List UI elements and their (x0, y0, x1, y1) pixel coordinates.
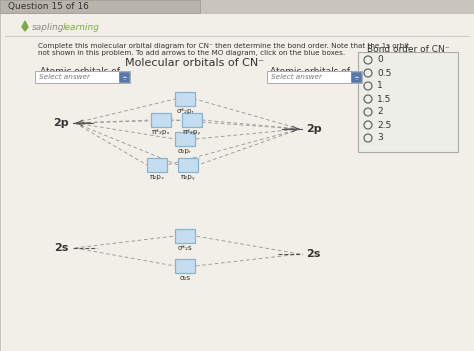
Text: Atomic orbitals of: Atomic orbitals of (40, 67, 120, 77)
FancyBboxPatch shape (35, 71, 130, 83)
Text: Bond order of CN⁻: Bond order of CN⁻ (367, 45, 449, 53)
FancyBboxPatch shape (119, 72, 129, 82)
FancyBboxPatch shape (178, 158, 198, 172)
Text: Complete this molecular orbital diagram for CN⁻ then determine the bond order. N: Complete this molecular orbital diagram … (38, 43, 409, 49)
FancyBboxPatch shape (351, 72, 361, 82)
Text: π*₂pₓ: π*₂pₓ (152, 129, 170, 135)
FancyBboxPatch shape (358, 52, 458, 152)
FancyBboxPatch shape (0, 13, 474, 351)
FancyBboxPatch shape (175, 132, 195, 146)
Text: ÷: ÷ (353, 74, 359, 80)
Text: 3: 3 (377, 133, 383, 143)
Text: σ*₂s: σ*₂s (178, 245, 192, 251)
Text: 0.5: 0.5 (377, 68, 392, 78)
Text: not shown in this problem. To add arrows to the MO diagram, click on the blue bo: not shown in this problem. To add arrows… (38, 50, 345, 56)
Polygon shape (22, 21, 28, 31)
FancyBboxPatch shape (175, 259, 195, 273)
Text: σ*₂pᵣ: σ*₂pᵣ (176, 108, 194, 114)
Text: π*₂pᵧ: π*₂pᵧ (183, 129, 201, 135)
FancyBboxPatch shape (151, 113, 171, 127)
Text: 1.5: 1.5 (377, 94, 392, 104)
Text: Question 15 of 16: Question 15 of 16 (8, 2, 89, 11)
Text: 2p: 2p (306, 124, 322, 134)
Text: σ₂s: σ₂s (180, 275, 191, 281)
FancyBboxPatch shape (175, 92, 195, 106)
Text: 1: 1 (377, 81, 383, 91)
Text: 0: 0 (377, 55, 383, 65)
Text: Select answer: Select answer (271, 74, 322, 80)
Text: σ₂pᵣ: σ₂pᵣ (178, 148, 192, 154)
Text: 2s: 2s (55, 243, 69, 253)
Text: π₂pᵧ: π₂pᵧ (181, 174, 195, 180)
FancyBboxPatch shape (175, 229, 195, 243)
FancyBboxPatch shape (147, 158, 167, 172)
FancyBboxPatch shape (182, 113, 202, 127)
FancyBboxPatch shape (267, 71, 362, 83)
Text: 2s: 2s (306, 249, 320, 259)
Text: Molecular orbitals of CN⁻: Molecular orbitals of CN⁻ (126, 58, 264, 68)
Text: 2p: 2p (54, 118, 69, 128)
Text: π₂pₓ: π₂pₓ (149, 174, 164, 180)
FancyBboxPatch shape (0, 0, 200, 13)
Text: Atomic orbitals of: Atomic orbitals of (270, 67, 350, 77)
Text: sapling: sapling (32, 22, 64, 32)
Text: 2: 2 (377, 107, 383, 117)
Text: 2.5: 2.5 (377, 120, 391, 130)
Text: learning: learning (63, 22, 100, 32)
Text: Select answer: Select answer (39, 74, 90, 80)
Text: ÷: ÷ (121, 74, 127, 80)
